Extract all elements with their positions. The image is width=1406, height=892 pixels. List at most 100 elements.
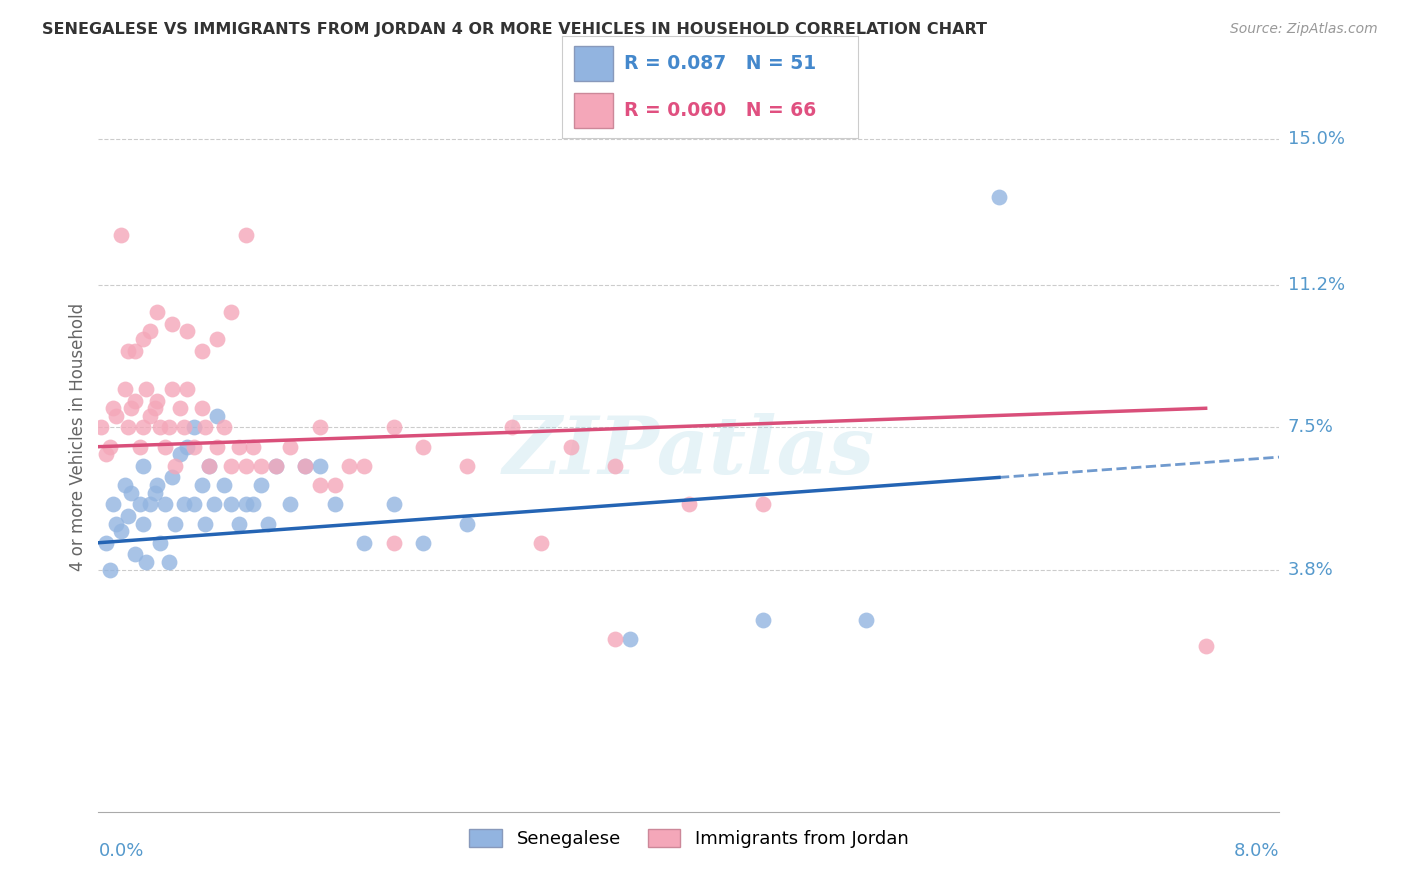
Point [103, 401, 125, 416]
Point [176, 325, 198, 339]
Point [169, 447, 191, 461]
Point [132, 420, 155, 434]
Point [165, 458, 187, 473]
Point [157, 555, 180, 569]
Text: Source: ZipAtlas.com: Source: ZipAtlas.com [1230, 22, 1378, 37]
Text: SENEGALESE VS IMMIGRANTS FROM JORDAN 4 OR MORE VEHICLES IN HOUSEHOLD CORRELATION: SENEGALESE VS IMMIGRANTS FROM JORDAN 4 O… [42, 22, 987, 37]
Point [146, 393, 169, 408]
Point [124, 547, 146, 561]
Point [135, 382, 157, 396]
Point [264, 458, 287, 473]
Point [309, 420, 332, 434]
Point [110, 228, 132, 243]
FancyBboxPatch shape [574, 93, 613, 128]
Point [157, 420, 180, 434]
Point [309, 478, 332, 492]
Point [353, 535, 375, 549]
Point [264, 458, 287, 473]
Point [176, 440, 198, 454]
Point [294, 458, 316, 473]
Point [143, 485, 166, 500]
Point [228, 440, 250, 454]
Y-axis label: 4 or more Vehicles in Household: 4 or more Vehicles in Household [69, 303, 87, 571]
Point [120, 401, 142, 416]
Point [235, 228, 257, 243]
Point [309, 458, 332, 473]
Point [382, 497, 405, 511]
Point [110, 524, 132, 539]
Point [194, 420, 217, 434]
Point [250, 458, 273, 473]
Point [501, 420, 523, 434]
Text: 15.0%: 15.0% [1288, 130, 1344, 148]
Point [132, 458, 155, 473]
Point [132, 516, 155, 531]
Point [198, 458, 221, 473]
Point [128, 440, 150, 454]
Point [605, 632, 627, 646]
Point [103, 497, 125, 511]
Point [191, 478, 214, 492]
Point [139, 325, 162, 339]
Point [183, 497, 205, 511]
Point [98, 563, 121, 577]
Point [98, 440, 121, 454]
Point [105, 516, 128, 531]
Point [212, 478, 235, 492]
Point [117, 508, 139, 523]
Point [120, 485, 142, 500]
Point [173, 420, 195, 434]
Point [162, 470, 183, 484]
Point [457, 458, 479, 473]
Point [94, 447, 117, 461]
Point [221, 305, 243, 319]
Legend: Senegalese, Immigrants from Jordan: Senegalese, Immigrants from Jordan [463, 822, 915, 855]
Point [114, 478, 136, 492]
Point [173, 497, 195, 511]
Point [205, 409, 228, 423]
Text: 0.0%: 0.0% [98, 842, 143, 860]
Point [139, 409, 162, 423]
Point [146, 478, 169, 492]
Point [250, 478, 273, 492]
Point [205, 440, 228, 454]
Point [146, 305, 169, 319]
Point [124, 393, 146, 408]
Point [94, 535, 117, 549]
Point [235, 458, 257, 473]
Point [169, 401, 191, 416]
Point [114, 382, 136, 396]
Point [165, 516, 187, 531]
Point [242, 440, 264, 454]
Point [117, 343, 139, 358]
Point [339, 458, 361, 473]
Point [1195, 640, 1218, 654]
Point [280, 497, 302, 511]
Point [353, 458, 375, 473]
Point [605, 458, 627, 473]
Point [162, 382, 183, 396]
Point [323, 478, 346, 492]
Point [412, 440, 434, 454]
Point [280, 440, 302, 454]
Point [90, 420, 112, 434]
Point [294, 458, 316, 473]
Point [198, 458, 221, 473]
Point [183, 440, 205, 454]
Point [752, 613, 775, 627]
Point [191, 401, 214, 416]
Point [228, 516, 250, 531]
Text: 7.5%: 7.5% [1288, 418, 1334, 436]
Point [257, 516, 280, 531]
Point [135, 555, 157, 569]
Point [143, 401, 166, 416]
Point [988, 190, 1011, 204]
Point [221, 497, 243, 511]
Point [139, 497, 162, 511]
Point [117, 420, 139, 434]
Point [132, 332, 155, 346]
Point [678, 497, 700, 511]
Point [149, 420, 172, 434]
Point [855, 613, 877, 627]
Point [191, 343, 214, 358]
